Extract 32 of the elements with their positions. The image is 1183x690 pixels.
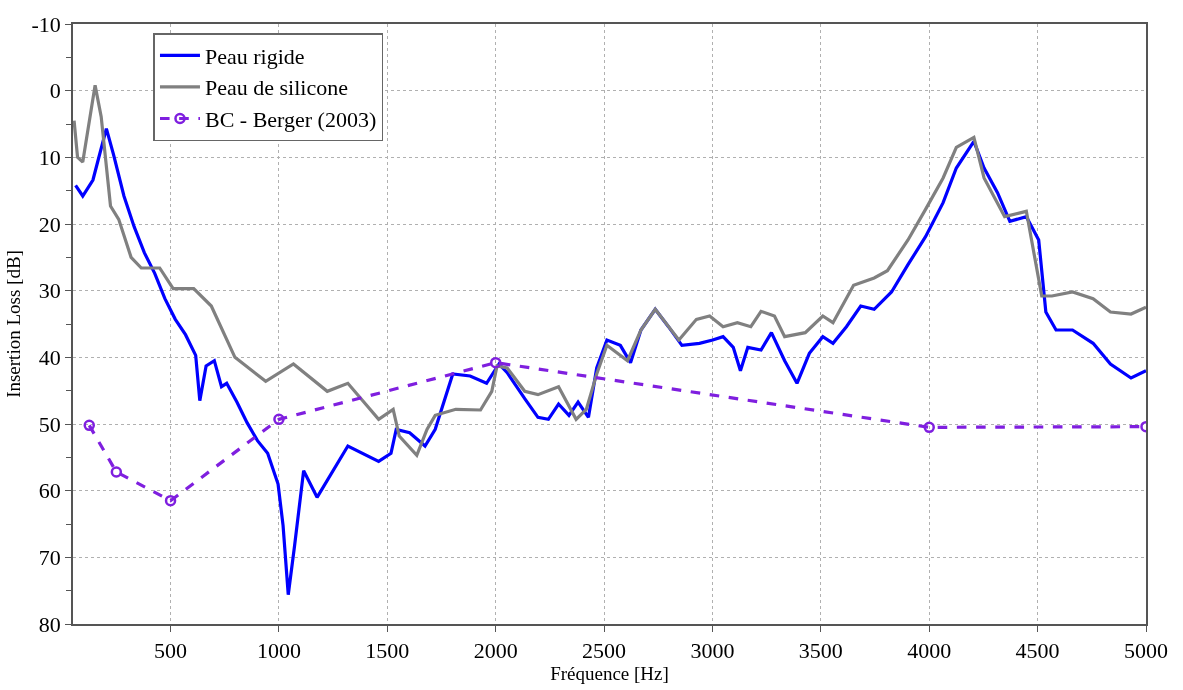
x-tick-label: 1000 <box>256 638 301 664</box>
x-axis-title: Fréquence [Hz] <box>550 663 669 685</box>
y-tick-label: 10 <box>38 145 61 171</box>
point <box>110 466 123 478</box>
x-tick-label: 2500 <box>582 638 627 664</box>
x-tick-label: 5000 <box>1124 638 1168 664</box>
x-tick-label: 3500 <box>798 638 843 664</box>
y-tick-label: 40 <box>38 345 61 371</box>
y-tick-label: 70 <box>38 545 61 571</box>
y-tick-label: 30 <box>38 278 61 304</box>
legend-label: Peau de silicone <box>204 75 348 101</box>
y-tick-label: 20 <box>38 211 61 237</box>
x-tick-label: 4000 <box>907 638 952 664</box>
point <box>923 421 935 434</box>
y-tick-label: -10 <box>31 11 61 37</box>
x-tick-label: 3000 <box>690 638 735 664</box>
legend-label: Peau rigide <box>204 43 305 69</box>
legend-label: BC - Berger (2003) <box>204 107 377 133</box>
y-tick-label: 80 <box>38 611 61 637</box>
y-axis-title: Insertion Loss [dB] <box>2 250 24 398</box>
point <box>164 494 177 507</box>
x-tick-label: 500 <box>154 638 188 664</box>
point <box>83 419 96 432</box>
y-tick-label: 50 <box>38 411 61 437</box>
x-tick-label: 1500 <box>365 638 410 664</box>
x-tick-label: 4500 <box>1015 638 1060 664</box>
line-series <box>73 83 1146 457</box>
point <box>489 356 502 369</box>
x-tick-label: 2000 <box>473 638 518 664</box>
point <box>273 413 285 426</box>
y-tick-label: 60 <box>38 478 61 504</box>
y-tick-label: 0 <box>49 78 61 104</box>
